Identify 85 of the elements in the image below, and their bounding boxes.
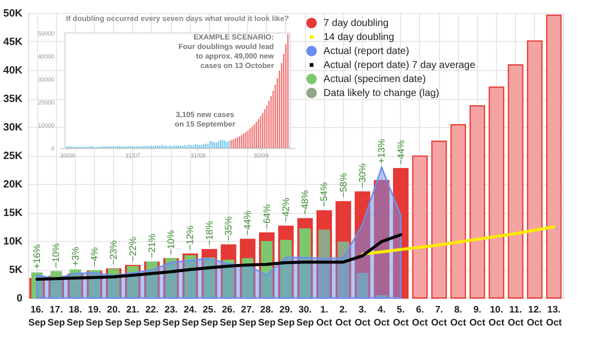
x-tick-label: 19. Sep	[86, 304, 104, 328]
x-tick-label: 3. Oct	[354, 304, 372, 328]
y-tick-label: 0	[16, 292, 23, 304]
y-tick-label: 25K	[3, 150, 23, 162]
y-tick-label: 20K	[3, 178, 23, 190]
annotation: +16%	[32, 244, 44, 269]
x-tick-label: 8. Oct	[450, 304, 467, 328]
y-tick-label: 45K	[3, 36, 23, 48]
y-tick-label: 50K	[3, 8, 23, 20]
x-tick-label: 1. Oct	[316, 304, 333, 328]
annotation: −10%	[51, 242, 62, 268]
bar	[393, 168, 409, 299]
legend-label: 14 day doubling	[324, 32, 394, 43]
y-tick-label: 5K	[9, 264, 23, 276]
annotation: −18%	[204, 220, 216, 246]
annotation: −44%	[242, 210, 254, 236]
annotation: −23%	[108, 240, 120, 265]
legend-label: Data likely to change (lag)	[324, 88, 440, 99]
annotation: −4%	[90, 246, 101, 267]
line-series	[360, 225, 556, 256]
bar	[412, 155, 428, 299]
x-tick-label: 21. Sep	[124, 304, 142, 328]
x-tick-label: 13. Oct	[546, 304, 563, 328]
x-tick-label: 28. Sep	[258, 304, 276, 328]
x-tick-label: 29. Sep	[277, 304, 295, 328]
annotation: −35%	[224, 216, 235, 241]
annotation: −58%	[338, 172, 350, 198]
annotation: −42%	[280, 197, 292, 222]
x-tick-label: 2. Oct	[335, 304, 352, 328]
x-tick-label: 10. Oct	[488, 304, 506, 328]
y-tick-label: 30K	[3, 122, 23, 134]
bar	[222, 260, 234, 299]
annotation: +3%	[70, 246, 82, 266]
annotation: −22%	[128, 236, 139, 262]
annotation: −12%	[185, 224, 196, 250]
x-tick-label: 26. Sep	[220, 304, 238, 328]
bar	[431, 140, 447, 299]
annotation: −30%	[357, 162, 368, 188]
x-tick-label: 25. Sep	[200, 304, 218, 328]
x-tick-label: 5. Oct	[392, 304, 410, 328]
x-tick-label: 16. Sep	[28, 304, 46, 328]
bar	[299, 228, 311, 299]
x-tick-label: 18. Sep	[66, 304, 84, 328]
y-tick-label: 10K	[3, 236, 23, 248]
bar	[488, 86, 504, 299]
x-tick-label: 9. Oct	[469, 304, 486, 328]
x-tick-label: 11. Oct	[508, 304, 524, 328]
x-tick-label: 30. Sep	[296, 304, 314, 328]
x-tick-label: 12. Oct	[526, 304, 544, 328]
bar	[546, 14, 562, 299]
bar	[470, 105, 486, 299]
x-tick-label: 7. Oct	[431, 304, 448, 328]
x-tick-label: 17. Sep	[48, 304, 66, 328]
annotation: −54%	[319, 182, 330, 207]
x-tick-label: 27. Sep	[238, 304, 257, 328]
bar	[356, 272, 368, 299]
y-tick-label: 15K	[3, 207, 23, 219]
bar	[376, 295, 388, 299]
x-tick-label: 4. Oct	[374, 304, 390, 328]
bar	[508, 64, 524, 299]
bar	[242, 258, 254, 299]
bar	[374, 180, 390, 299]
legend-label: 7 day doubling	[324, 18, 389, 29]
bar	[280, 240, 292, 299]
bar	[526, 40, 543, 299]
annotation: −64%	[262, 204, 273, 230]
legend-label: Actual (report date)	[324, 46, 410, 57]
bar	[450, 124, 466, 299]
legend-label: Actual (specimen date)	[324, 74, 426, 85]
bar	[338, 242, 350, 299]
legend-label: Actual (report date) 7 day average	[324, 60, 476, 71]
x-tick-label: 24. Sep	[182, 304, 200, 328]
annotation: −21%	[146, 232, 158, 258]
annotation: +13%	[376, 138, 388, 164]
bar	[31, 272, 43, 299]
y-tick-label: 40K	[3, 64, 23, 76]
x-tick-label: 20. Sep	[104, 304, 123, 328]
annotation: −44%	[396, 139, 407, 165]
bar	[318, 230, 330, 299]
x-tick-label: 22. Sep	[143, 304, 161, 328]
x-tick-label: 6. Oct	[412, 304, 429, 328]
y-tick-label: 35K	[3, 93, 23, 105]
annotation: −10%	[166, 230, 178, 255]
x-tick-label: 23. Sep	[162, 304, 180, 328]
annotation: −48%	[300, 190, 312, 215]
